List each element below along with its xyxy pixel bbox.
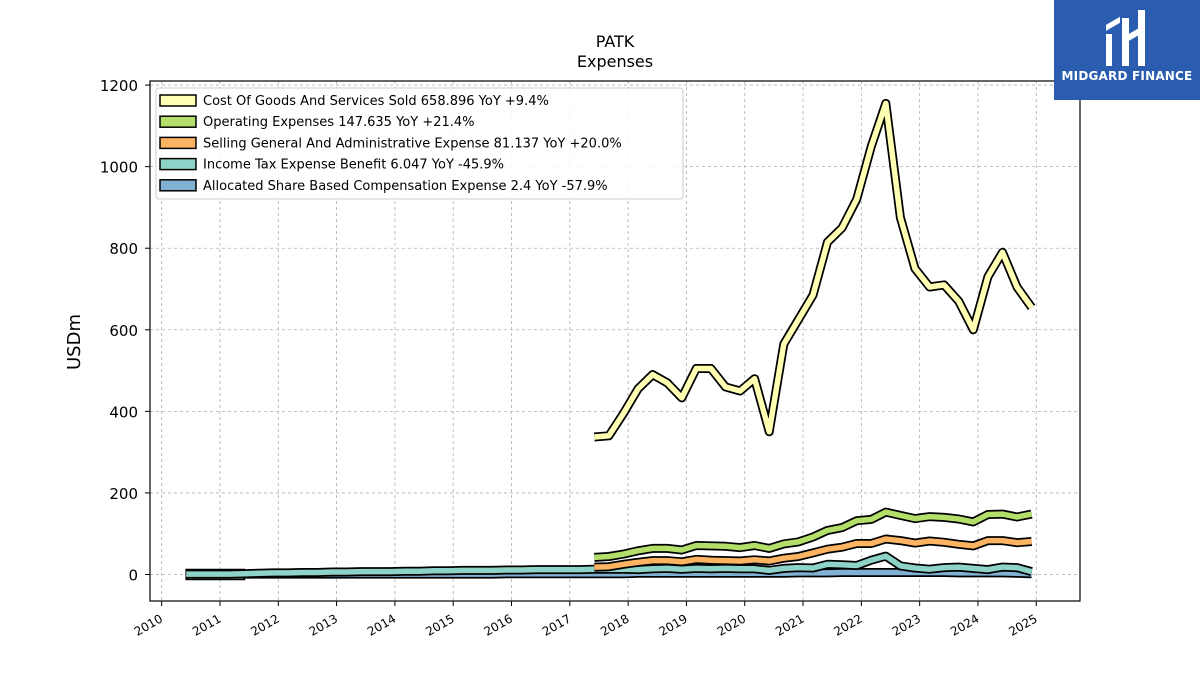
series-operating-expenses: [594, 507, 1033, 562]
x-tick-label: 2010: [132, 611, 165, 638]
x-tick-label: 2012: [248, 611, 281, 638]
y-tick-label: 0: [128, 566, 138, 584]
x-tick-label: 2019: [656, 611, 689, 638]
x-tick-label: 2013: [307, 611, 340, 638]
x-tick-label: 2024: [948, 611, 981, 638]
y-tick-label: 200: [109, 485, 138, 503]
legend-label: Income Tax Expense Benefit 6.047 YoY -45…: [203, 158, 504, 173]
legend-label: Operating Expenses 147.635 YoY +21.4%: [203, 115, 475, 130]
x-tick-label: 2022: [831, 611, 864, 638]
y-tick-label: 1200: [100, 77, 138, 95]
series-line: [594, 100, 1034, 440]
legend-swatch: [159, 136, 197, 150]
legend-swatch: [159, 115, 197, 128]
chart-subtitle: Expenses: [577, 52, 653, 71]
series-line: [594, 509, 1033, 561]
series-selling-general-and-administrative-expense: [594, 534, 1032, 572]
x-tick-label: 2020: [715, 611, 748, 638]
x-tick-label: 2011: [190, 611, 223, 638]
x-tick-label: 2015: [423, 611, 456, 638]
y-tick-label: 800: [109, 240, 138, 258]
legend-swatch: [159, 157, 197, 171]
x-tick-label: 2016: [482, 611, 515, 638]
y-tick-label: 1000: [100, 159, 138, 177]
series-cost-of-goods-and-services-sold: [593, 98, 1036, 442]
chart-title: PATK: [596, 32, 635, 51]
x-tick-label: 2021: [773, 611, 806, 638]
legend-box: [155, 87, 684, 200]
grid-lines: [150, 81, 1080, 601]
brand-name: MIDGARD FINANCE: [1061, 69, 1193, 83]
legend-swatch: [159, 94, 197, 107]
y-tick-label: 600: [109, 322, 138, 340]
y-tick-label: 400: [109, 403, 138, 421]
x-tick-label: 2018: [598, 611, 631, 638]
midgard-finance-logo: MIDGARD FINANCE: [1054, 0, 1200, 100]
legend-label: Cost Of Goods And Services Sold 658.896 …: [203, 94, 549, 109]
legend-label: Selling General And Administrative Expen…: [203, 136, 622, 151]
x-tick-label: 2025: [1006, 611, 1039, 638]
logo-mark-icon: [1106, 10, 1145, 66]
y-axis-label: USDm: [64, 314, 85, 370]
legend-label: Allocated Share Based Compensation Expen…: [203, 179, 608, 194]
x-tick-label: 2017: [540, 611, 573, 638]
x-tick-label: 2023: [890, 611, 923, 638]
x-tick-label: 2014: [365, 611, 398, 638]
legend: Cost Of Goods And Services Sold 658.896 …: [155, 87, 684, 200]
series-line: [594, 536, 1032, 570]
plot-frame: [149, 80, 1081, 602]
legend-swatch: [159, 179, 197, 192]
series-layer: [185, 98, 1036, 581]
